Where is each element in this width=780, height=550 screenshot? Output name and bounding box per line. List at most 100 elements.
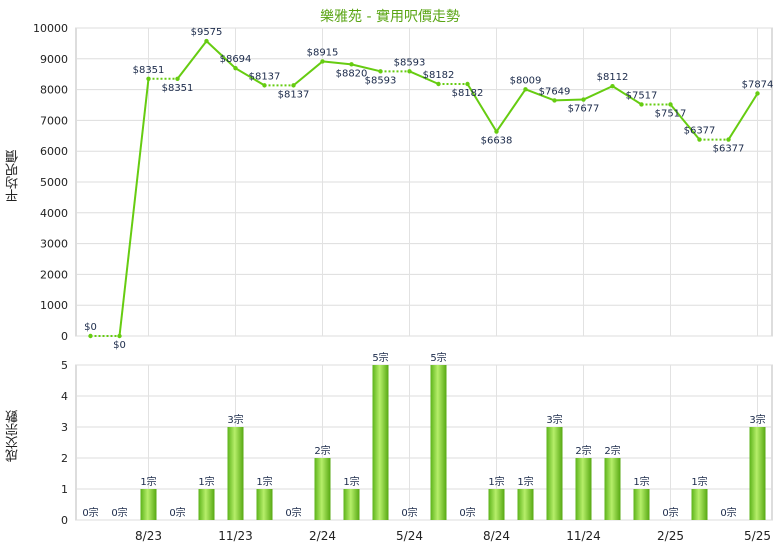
price-point <box>320 59 325 64</box>
count-y-tick-label: 5 <box>61 359 68 372</box>
price-point <box>581 97 586 102</box>
price-data-label: $8820 <box>336 68 368 79</box>
price-line-segment <box>466 83 498 133</box>
price-line-segment <box>234 67 266 87</box>
count-bar <box>517 489 534 520</box>
price-data-label: $8137 <box>278 89 310 100</box>
count-bar <box>546 427 563 520</box>
price-point <box>697 137 702 142</box>
count-data-label: 1宗 <box>343 475 359 488</box>
price-data-label: $6638 <box>481 136 513 147</box>
price-line-segment <box>583 85 613 101</box>
price-data-label: $8182 <box>423 70 455 81</box>
price-point <box>552 98 557 103</box>
price-line-segment <box>669 103 701 141</box>
count-bar <box>749 427 766 520</box>
price-y-tick-label: 0 <box>61 330 68 343</box>
price-line-segment <box>292 60 324 87</box>
price-y-tick-label: 4000 <box>40 207 68 220</box>
count-data-label: 5宗 <box>430 351 446 364</box>
price-point <box>523 87 528 92</box>
price-data-label: $0 <box>84 322 97 333</box>
count-bar <box>633 489 650 520</box>
count-data-label: 2宗 <box>314 444 330 457</box>
price-data-label: $6377 <box>713 144 745 155</box>
count-y-tick-label: 4 <box>61 390 68 403</box>
price-point <box>755 91 760 96</box>
count-bar <box>488 489 505 520</box>
count-bar <box>343 489 360 520</box>
price-data-label: $8694 <box>220 54 252 65</box>
count-data-label: 1宗 <box>488 475 504 488</box>
price-point <box>262 83 267 88</box>
count-y-tick-label: 0 <box>61 514 68 527</box>
price-data-label: $8593 <box>394 57 426 68</box>
x-tick-label: 8/23 <box>135 529 162 543</box>
count-bar <box>691 489 708 520</box>
count-data-label: 1宗 <box>517 475 533 488</box>
price-point <box>668 102 673 107</box>
count-data-label: 2宗 <box>575 444 591 457</box>
price-y-tick-label: 1000 <box>40 299 68 312</box>
price-data-label: $0 <box>113 340 126 351</box>
price-y-tick-label: 7000 <box>40 114 68 127</box>
price-point <box>726 137 731 142</box>
price-point <box>494 129 499 134</box>
price-y-tick-label: 9000 <box>40 53 68 66</box>
count-bar <box>430 365 447 520</box>
price-y-tick-label: 5000 <box>40 176 68 189</box>
price-line-segment <box>409 70 439 85</box>
price-data-label: $7649 <box>539 86 571 97</box>
price-data-label: $8112 <box>597 72 629 83</box>
price-data-label: $7517 <box>626 90 658 101</box>
count-data-label: 3宗 <box>546 413 562 426</box>
count-data-label: 2宗 <box>604 444 620 457</box>
price-point <box>204 38 209 44</box>
price-point <box>610 83 615 89</box>
price-y-tick-label: 8000 <box>40 84 68 97</box>
price-line-segment <box>554 98 584 102</box>
x-tick-label: 8/24 <box>483 529 510 543</box>
price-line-segment <box>351 63 381 73</box>
price-data-label: $8182 <box>452 88 484 99</box>
count-bar <box>198 489 215 520</box>
count-y-tick-label: 3 <box>61 421 68 434</box>
price-point <box>233 66 238 71</box>
price-point <box>436 81 441 87</box>
price-point <box>291 83 296 88</box>
x-tick-label: 11/24 <box>566 529 601 543</box>
price-line-segment <box>176 40 208 80</box>
price-point <box>639 102 644 107</box>
count-data-label: 0宗 <box>662 506 678 519</box>
count-bar <box>314 458 331 520</box>
price-point <box>465 81 470 87</box>
price-y-tick-label: 10000 <box>33 22 68 35</box>
price-data-label: $6377 <box>684 126 716 137</box>
count-data-label: 0宗 <box>401 506 417 519</box>
price-data-label: $7874 <box>742 79 774 90</box>
price-point <box>88 333 93 339</box>
price-y-tick-label: 3000 <box>40 238 68 251</box>
x-tick-label: 5/24 <box>396 529 423 543</box>
x-tick-label: 2/24 <box>309 529 336 543</box>
x-tick-label: 5/25 <box>744 529 771 543</box>
count-data-label: 1宗 <box>256 475 272 488</box>
price-line-segment <box>611 85 643 106</box>
price-y-tick-label: 2000 <box>40 268 68 281</box>
count-data-label: 0宗 <box>111 506 127 519</box>
count-data-label: 0宗 <box>720 506 736 519</box>
price-data-label: $7517 <box>655 108 687 119</box>
price-point <box>175 76 180 81</box>
count-data-label: 3宗 <box>749 413 765 426</box>
count-bar <box>604 458 621 520</box>
price-data-label: $8009 <box>510 75 542 86</box>
price-line-segment <box>322 60 352 66</box>
count-bar <box>256 489 273 520</box>
count-data-label: 0宗 <box>285 506 301 519</box>
price-line-segment <box>495 88 527 133</box>
count-data-label: 1宗 <box>198 475 214 488</box>
price-data-label: $9575 <box>191 27 223 38</box>
price-line-segment <box>118 78 150 337</box>
